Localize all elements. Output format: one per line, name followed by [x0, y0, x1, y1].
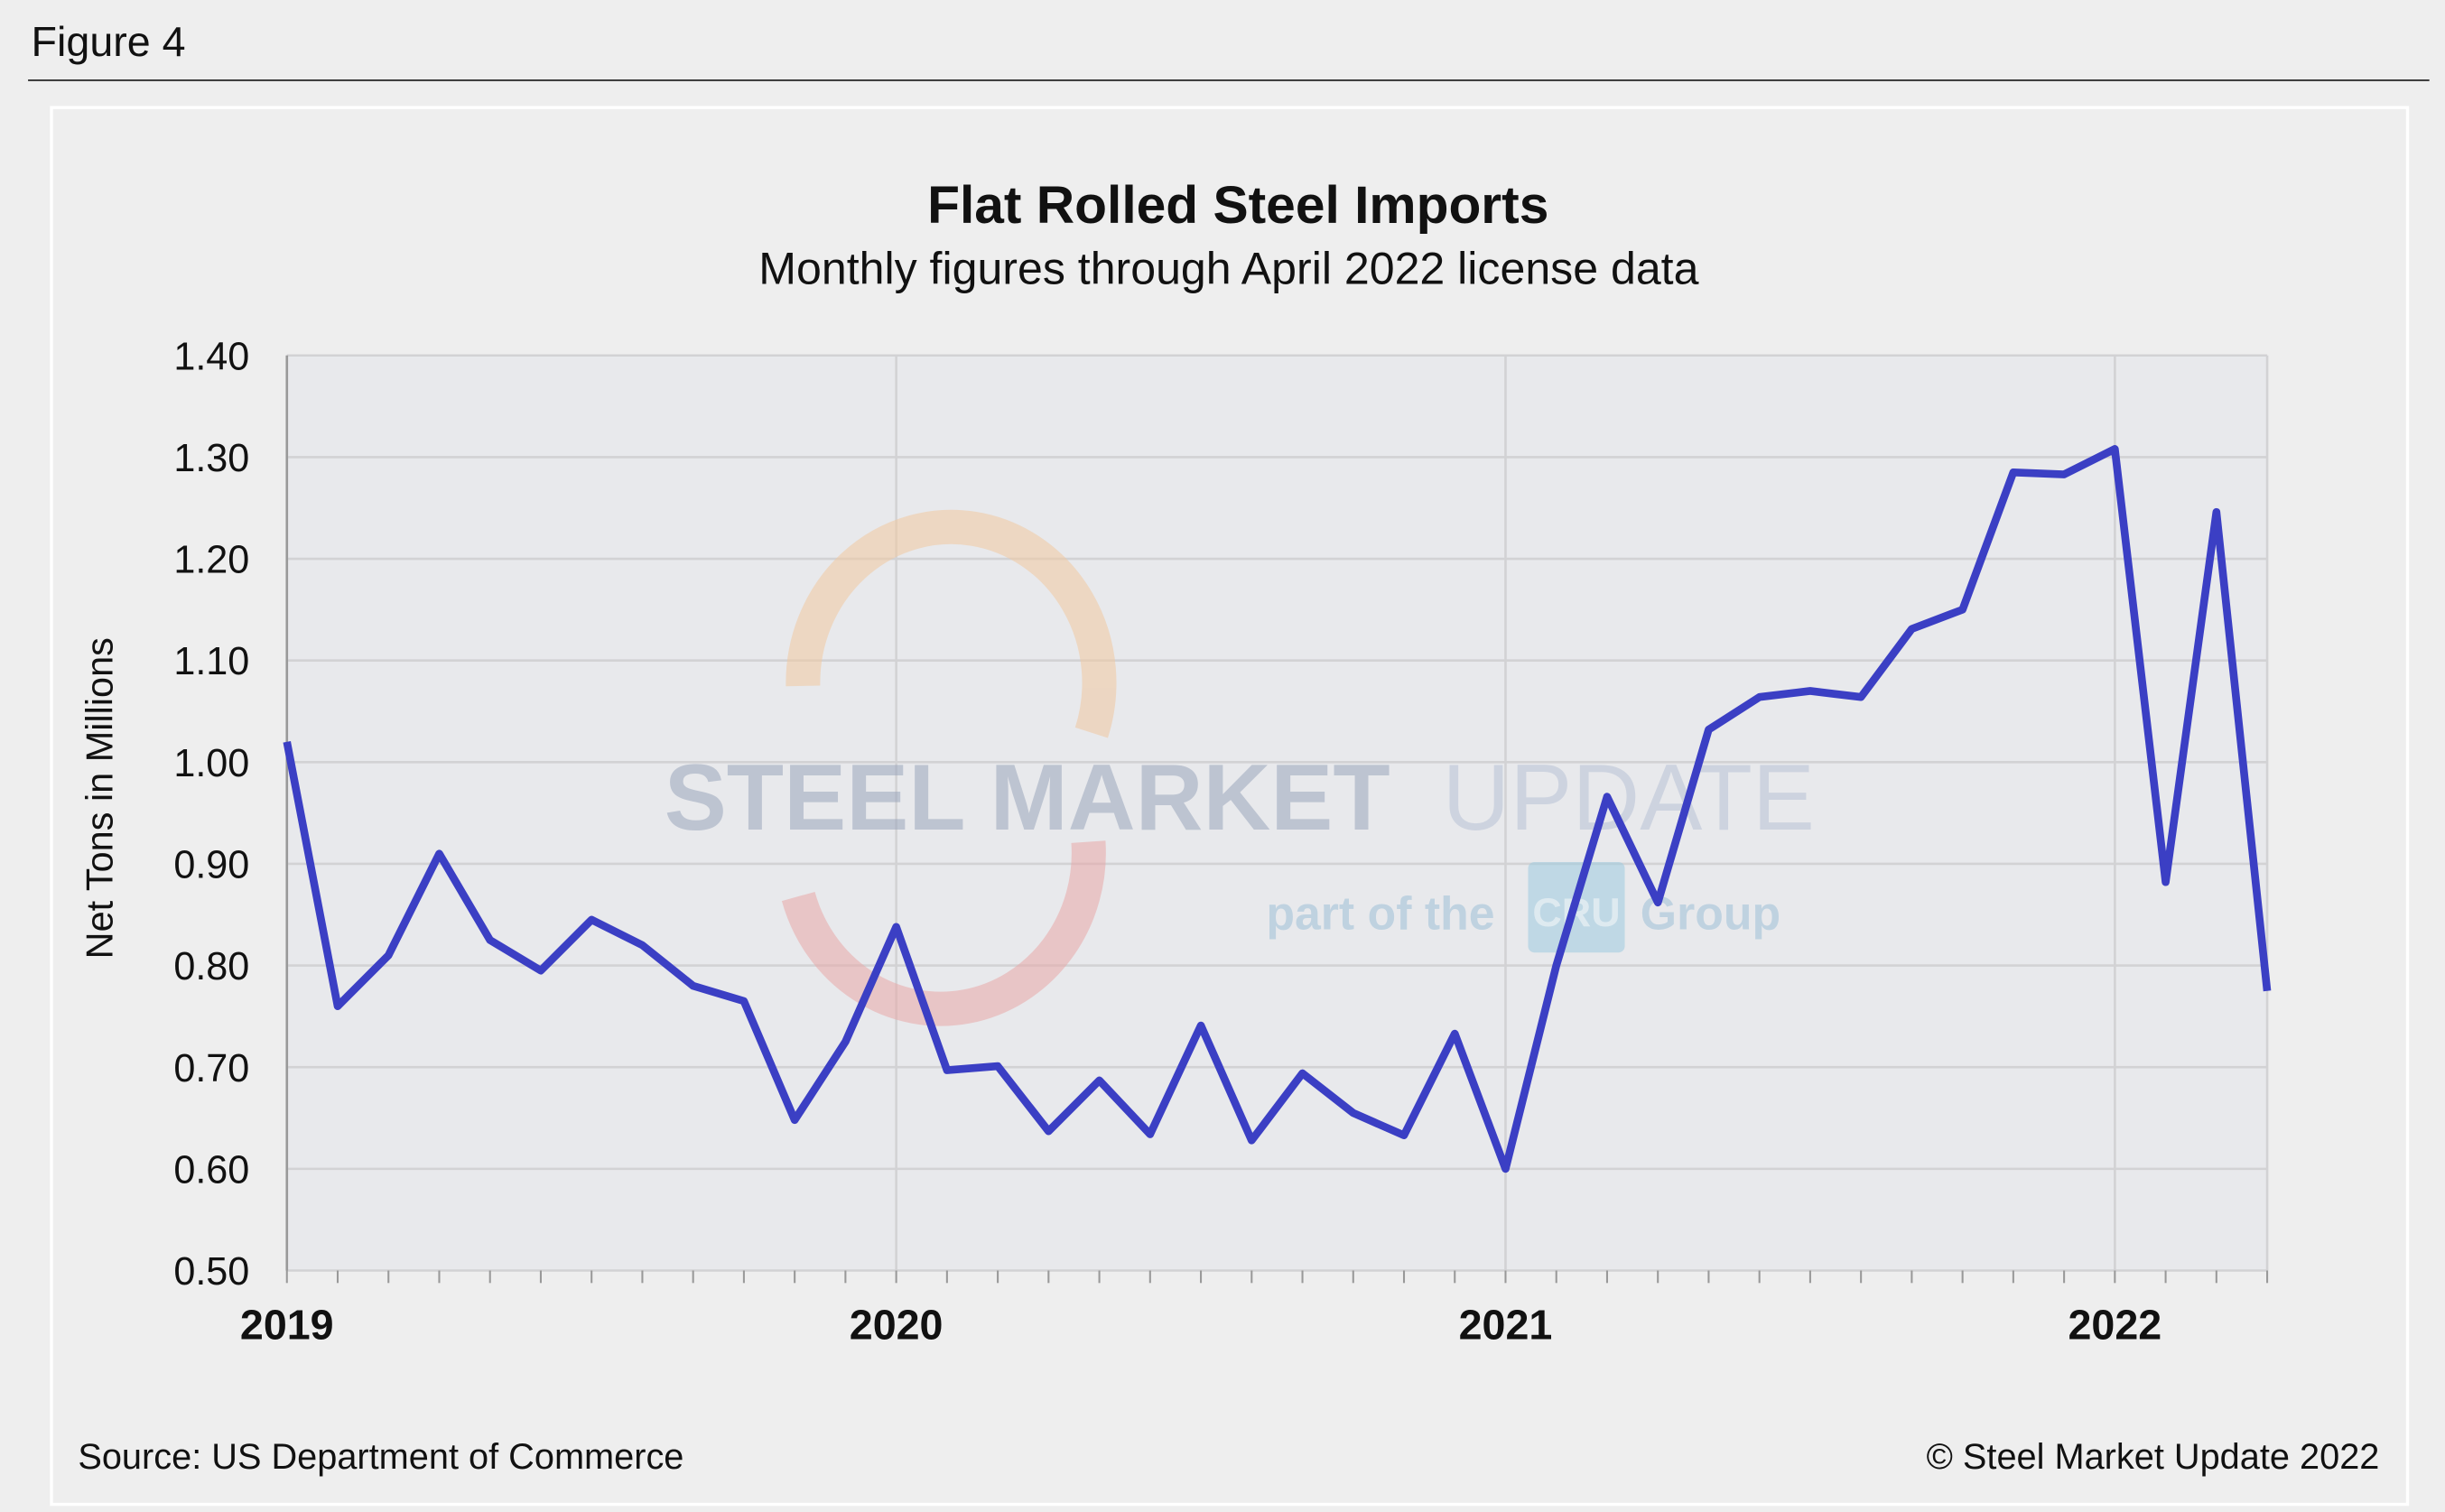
source-note: Source: US Department of Commerce	[78, 1437, 683, 1477]
y-tick-label: 1.00	[173, 742, 249, 785]
y-tick-label: 0.70	[173, 1047, 249, 1090]
watermark-text: part of the	[1266, 886, 1494, 939]
y-tick-label: 0.60	[173, 1148, 249, 1192]
y-tick-label: 1.10	[173, 640, 249, 683]
y-tick-label: 0.90	[173, 843, 249, 886]
y-tick-label: 0.50	[173, 1250, 249, 1294]
x-axis: 2019 2020 2021 2022	[240, 1271, 2267, 1349]
copyright-note: © Steel Market Update 2022	[1927, 1437, 2380, 1477]
x-tick-label: 2022	[2068, 1301, 2161, 1348]
y-tick-label: 1.30	[173, 437, 249, 480]
chart-title: Flat Rolled Steel Imports	[927, 176, 1548, 235]
watermark-text: STEEL MARKET	[665, 745, 1390, 849]
x-tick-label: 2021	[1459, 1301, 1553, 1348]
y-tick-label: 1.40	[173, 335, 249, 378]
y-axis: 0.50 0.60 0.70 0.80 0.90 1.00 1.10 1.20 1.30 1.40	[173, 335, 249, 1294]
x-tick-label: 2020	[850, 1301, 944, 1348]
y-axis-label: Net Tons in Millions	[78, 637, 120, 959]
chart-subtitle: Monthly figures through April 2022 licen…	[758, 243, 1698, 293]
y-tick-label: 1.20	[173, 539, 249, 582]
y-tick-label: 0.80	[173, 945, 249, 988]
x-tick-label: 2019	[240, 1301, 334, 1348]
